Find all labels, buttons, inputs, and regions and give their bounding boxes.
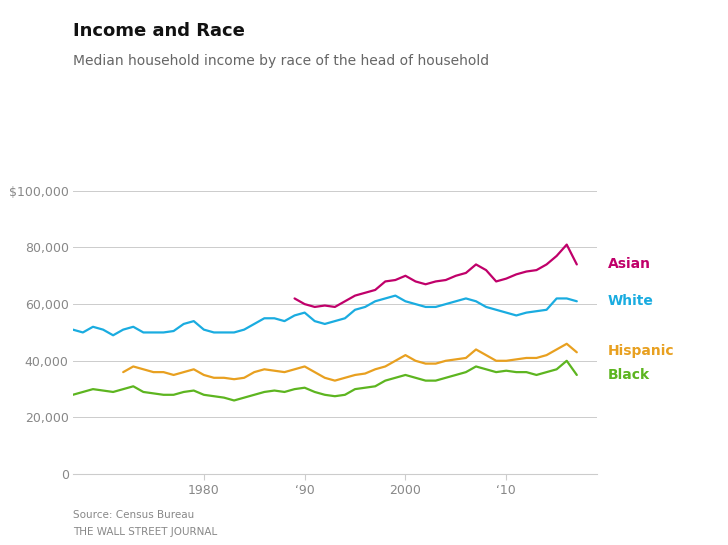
Text: White: White [608, 294, 654, 308]
Text: Black: Black [608, 368, 650, 382]
Text: Asian: Asian [608, 257, 651, 271]
Text: Income and Race: Income and Race [73, 22, 245, 40]
Text: Source: Census Bureau: Source: Census Bureau [73, 511, 194, 520]
Text: Hispanic: Hispanic [608, 344, 675, 358]
Text: THE WALL STREET JOURNAL: THE WALL STREET JOURNAL [73, 527, 217, 537]
Text: Median household income by race of the head of household: Median household income by race of the h… [73, 54, 489, 69]
